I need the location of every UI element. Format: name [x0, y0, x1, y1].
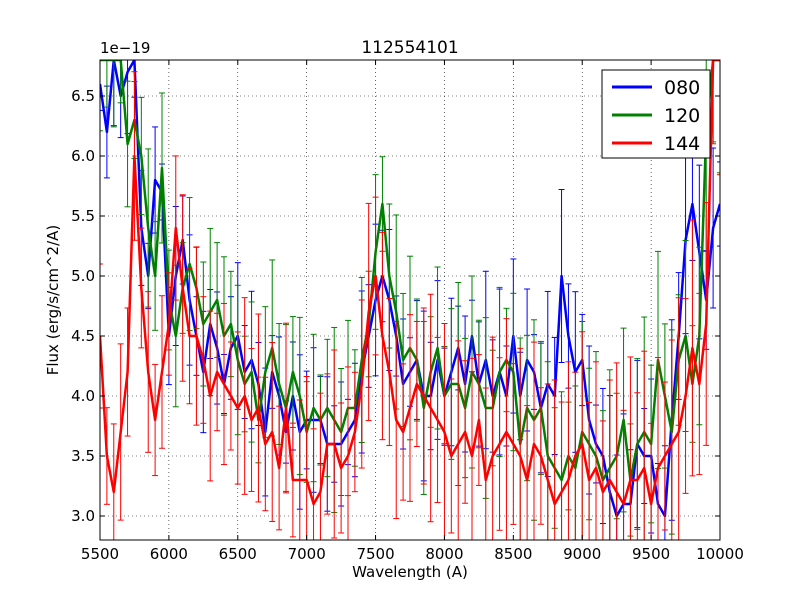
ticks [99, 60, 721, 540]
plot-frame [99, 59, 721, 541]
y-tick-label: 4.5 [71, 327, 95, 345]
x-tick-label: 9000 [563, 545, 601, 563]
x-tick-label: 7000 [288, 545, 326, 563]
x-tick-label: 9500 [632, 545, 670, 563]
x-tick-label: 7500 [356, 545, 394, 563]
series-144 [100, 60, 720, 540]
legend-label-144: 144 [664, 133, 700, 155]
x-tick-label: 6000 [150, 545, 188, 563]
series-line-144 [100, 60, 720, 506]
x-tick-label: 8000 [425, 545, 463, 563]
x-axis-title: Wavelength (A) [352, 563, 468, 581]
chart-title: 112554101 [361, 38, 458, 58]
y-tick-label: 6.5 [71, 87, 95, 105]
y-tick-label: 4.0 [71, 387, 95, 405]
y-tick-label: 5.5 [71, 207, 95, 225]
x-tick-label: 10000 [696, 545, 744, 563]
y-tick-label: 3.5 [71, 447, 95, 465]
y-tick-label: 5.0 [71, 267, 95, 285]
x-tick-label: 5500 [81, 545, 119, 563]
tick-labels: 5500 6000 6500 7000 7500 8000 8500 9000 9500 1000… [71, 87, 744, 563]
legend-label-080: 080 [664, 77, 700, 99]
y-tick-label: 3.0 [71, 507, 95, 525]
legend-label-120: 120 [664, 105, 700, 127]
series-group [100, 60, 720, 540]
x-tick-label: 6500 [219, 545, 257, 563]
y-axis-title: Flux (erg/s/cm^2/A) [44, 225, 62, 376]
x-tick-label: 8500 [494, 545, 532, 563]
y-tick-label: 6.0 [71, 147, 95, 165]
offset-label: 1e−19 [100, 39, 150, 57]
legend: 080 120 144 [601, 69, 711, 159]
